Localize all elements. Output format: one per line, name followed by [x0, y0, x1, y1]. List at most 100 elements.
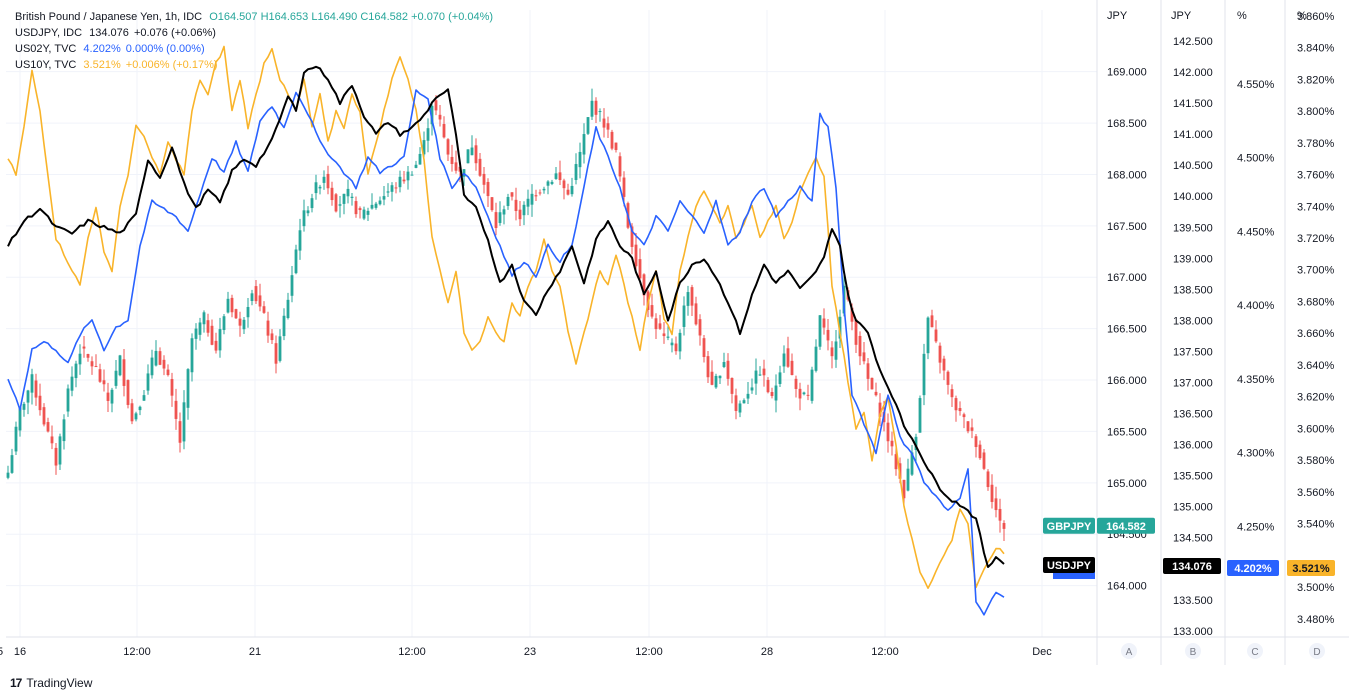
axis-tick-label: 4.450%: [1237, 226, 1275, 238]
candle-body: [738, 403, 742, 413]
candle-body: [874, 391, 878, 396]
axis-tick-label: 139.500: [1173, 222, 1213, 234]
candle-body: [982, 452, 986, 469]
axis-tick-label: 3.560%: [1297, 487, 1335, 499]
candle-body: [470, 147, 474, 156]
axis-tick-label: 4.300%: [1237, 448, 1275, 460]
candle-body: [166, 369, 170, 376]
candle-body: [306, 210, 310, 214]
axis-badge[interactable]: [1247, 643, 1263, 659]
axis-badge[interactable]: [1185, 643, 1201, 659]
axis-tick-label: 3.800%: [1297, 106, 1335, 118]
candle-body: [86, 353, 90, 358]
price-axes[interactable]: JPY 169.000 168.500 168.000 167.500 167.000 16…: [1107, 10, 1335, 659]
axis-badge[interactable]: [1121, 643, 1137, 659]
candle-body: [890, 440, 894, 447]
legend-usdjpy-label: USDJPY, IDC: [15, 27, 83, 39]
candle-body: [522, 204, 526, 216]
axis-tick-label: 3.820%: [1297, 74, 1335, 86]
candle-body: [490, 197, 494, 211]
axis-tick-label: 133.500: [1173, 595, 1213, 607]
candle-body: [818, 315, 822, 347]
axis-tick-label: 3.700%: [1297, 265, 1335, 277]
candle-body: [526, 198, 530, 207]
candle-body: [914, 436, 918, 451]
candle-body: [966, 421, 970, 432]
axis-tick-label: 138.500: [1173, 284, 1213, 296]
price-tags: GBPJPY 164.582 USDJPY 134.076 4.202% 3.521%: [1043, 517, 1335, 579]
candle-body: [138, 406, 142, 411]
axis-tick-label: 3.580%: [1297, 455, 1335, 467]
candle-body: [478, 158, 482, 176]
candle-body: [242, 319, 246, 330]
candle-body: [686, 292, 690, 306]
candle-body: [806, 394, 810, 396]
candle-body: [418, 153, 422, 165]
candle-body: [402, 179, 406, 182]
candle-body: [926, 317, 930, 354]
time-tick-label: 23: [524, 646, 536, 658]
candle-body: [558, 172, 562, 181]
candle-body: [362, 209, 366, 219]
candle-body: [6, 472, 10, 478]
candle-body: [542, 188, 546, 191]
candle-body: [514, 199, 518, 212]
candle-body: [430, 105, 434, 125]
axis-badge-label: C: [1251, 647, 1258, 658]
legend-usdjpy[interactable]: USDJPY, IDC 134.076 +0.076 (+0.06%): [15, 25, 493, 41]
candle-body: [34, 380, 38, 398]
time-tick-label: 12:00: [871, 646, 899, 658]
candle-body: [590, 100, 594, 117]
candle-body: [346, 188, 350, 197]
candle-body: [274, 343, 278, 364]
legend-us02y[interactable]: US02Y, TVC 4.202% 0.000% (0.00%): [15, 41, 493, 57]
tradingview-brand[interactable]: 17 TradingView: [10, 676, 92, 690]
candle-body: [54, 447, 58, 466]
candle-body: [530, 193, 534, 205]
legend-gbpjpy[interactable]: British Pound / Japanese Yen, 1h, IDC O1…: [15, 9, 493, 25]
legend-usdjpy-value: 134.076: [89, 27, 129, 39]
candle-body: [958, 408, 962, 412]
candle-body: [854, 319, 858, 345]
candle-body: [354, 201, 358, 215]
candle-body: [906, 468, 910, 491]
candle-body: [398, 176, 402, 188]
candle-body: [74, 363, 78, 379]
axis-tick-label: 4.250%: [1237, 521, 1275, 533]
candle-body: [314, 182, 318, 194]
chart-grid: [6, 0, 1349, 665]
axis-badge[interactable]: [1309, 643, 1325, 659]
legend-us10y-label: US10Y, TVC: [15, 59, 77, 71]
candle-body: [702, 338, 706, 358]
candle-body: [638, 259, 642, 279]
candle-body: [342, 193, 346, 204]
candle-body: [726, 360, 730, 379]
candle-body: [454, 162, 458, 171]
series-lines: [7, 45, 1005, 616]
legend-us10y-change: +0.006% (+0.17%): [125, 59, 218, 71]
candle-body: [386, 191, 390, 193]
candle-body: [370, 204, 374, 209]
candle-body: [114, 370, 118, 386]
candle-body: [578, 151, 582, 168]
time-tick-label: 28: [761, 646, 773, 658]
candle-body: [774, 385, 778, 401]
axis-tick-label: 3.540%: [1297, 519, 1335, 531]
candle-body: [934, 329, 938, 342]
candle-body: [434, 100, 438, 111]
candle-body: [94, 366, 98, 368]
legend-us10y[interactable]: US10Y, TVC 3.521% +0.006% (+0.17%): [15, 57, 493, 73]
candle-body: [678, 332, 682, 352]
candle-body: [126, 380, 130, 405]
candle-body: [218, 329, 222, 351]
time-axis[interactable]: 16 12:00 21 12:00 23 12:00 28 12:00 Dec 5: [0, 646, 1052, 658]
candle-body: [258, 295, 262, 307]
candle-body: [634, 244, 638, 267]
axis-tick-label: 134.500: [1173, 533, 1213, 545]
axis-tick-label: 140.000: [1173, 191, 1213, 203]
candle-body: [986, 471, 990, 488]
candle-body: [894, 454, 898, 470]
candle-body: [1002, 523, 1006, 529]
axis-tick-label: 4.350%: [1237, 374, 1275, 386]
